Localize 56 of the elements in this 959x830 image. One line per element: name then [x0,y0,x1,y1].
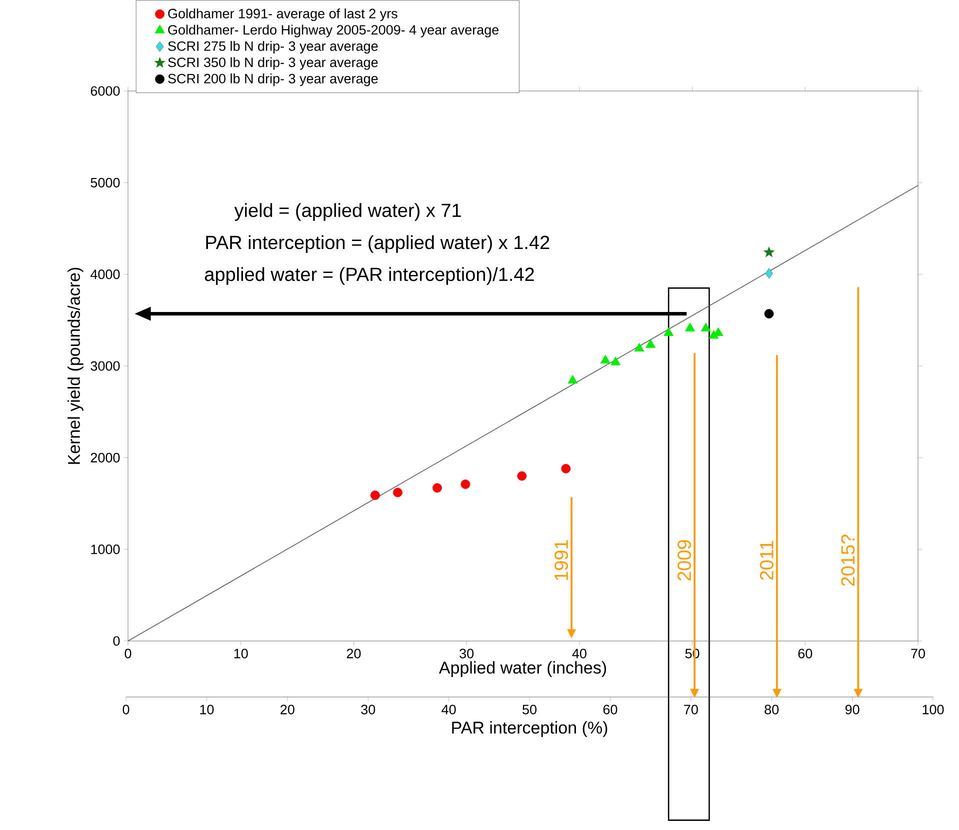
point [763,246,775,258]
x2-tick-label: 50 [522,704,536,714]
y-tick-label: 3000 [90,361,120,371]
annotation: 2011 [760,540,774,580]
point [700,322,711,332]
y-tick-label: 6000 [90,86,120,96]
point [685,322,695,332]
legend-label: Goldhamer- Lerdo Highway 2005-2009- 4 year average [168,24,499,38]
x2-tick-label: 90 [845,704,860,714]
x-tick-label: 0 [124,648,132,658]
y-tick-label: 5000 [90,178,120,188]
point [568,374,578,384]
x2-tick-label: 60 [603,704,618,714]
point [600,354,610,364]
x-tick-label: 40 [572,648,586,658]
annotation: yield = (applied water) x 71 [234,203,461,221]
point [664,327,674,336]
point [432,483,442,493]
legend-label: SCRI 350 lb N drip- 3 year average [168,57,378,70]
y-tick-label: 1000 [91,544,120,554]
x2-tick-label: 10 [200,704,214,714]
x-tick-label: 20 [346,648,361,658]
x-tick-label: 70 [911,648,925,658]
y-tick-label: 2000 [90,452,120,462]
point [561,464,571,474]
point [610,356,621,366]
legend-label: SCRI 275 lb N drip- 3 year average [168,40,378,54]
x2-tick-label: 100 [922,704,944,714]
x-tick-label: 10 [234,648,248,658]
x2-axis-title: PAR interception (%) [452,721,608,738]
legend-label: SCRI 200 lb N drip- 3 year average [168,73,378,86]
point [634,342,644,352]
x-axis-title: Applied water (inches) [438,661,606,678]
x2-tick-label: 0 [122,704,130,714]
legend-label: Goldhamer 1991- average of last 2 yrs [168,8,398,22]
annotation: applied water = (PAR interception)/1.42 [204,267,534,285]
y-tick-label: 0 [113,636,120,646]
x-tick-label: 30 [460,648,474,658]
x2-tick-label: 30 [361,704,376,714]
annotation: PAR interception = (applied water) x 1.42 [206,235,550,253]
point [393,488,402,498]
y-tick-label: 4000 [90,270,120,280]
annotation: 1991 [554,540,568,580]
x-tick-label: 60 [798,648,812,658]
annotation: 2009 [678,540,692,581]
annotation: 2015? [841,534,855,586]
x2-tick-label: 20 [280,704,294,714]
point [370,490,380,500]
point [646,339,656,348]
x2-tick-label: 40 [442,704,456,714]
point [764,309,774,318]
point [460,480,470,489]
y-axis-title: Kernel yield (pounds/acre) [68,268,84,464]
x2-tick-label: 70 [684,704,698,714]
x2-tick-label: 80 [764,704,779,714]
point [517,471,527,481]
